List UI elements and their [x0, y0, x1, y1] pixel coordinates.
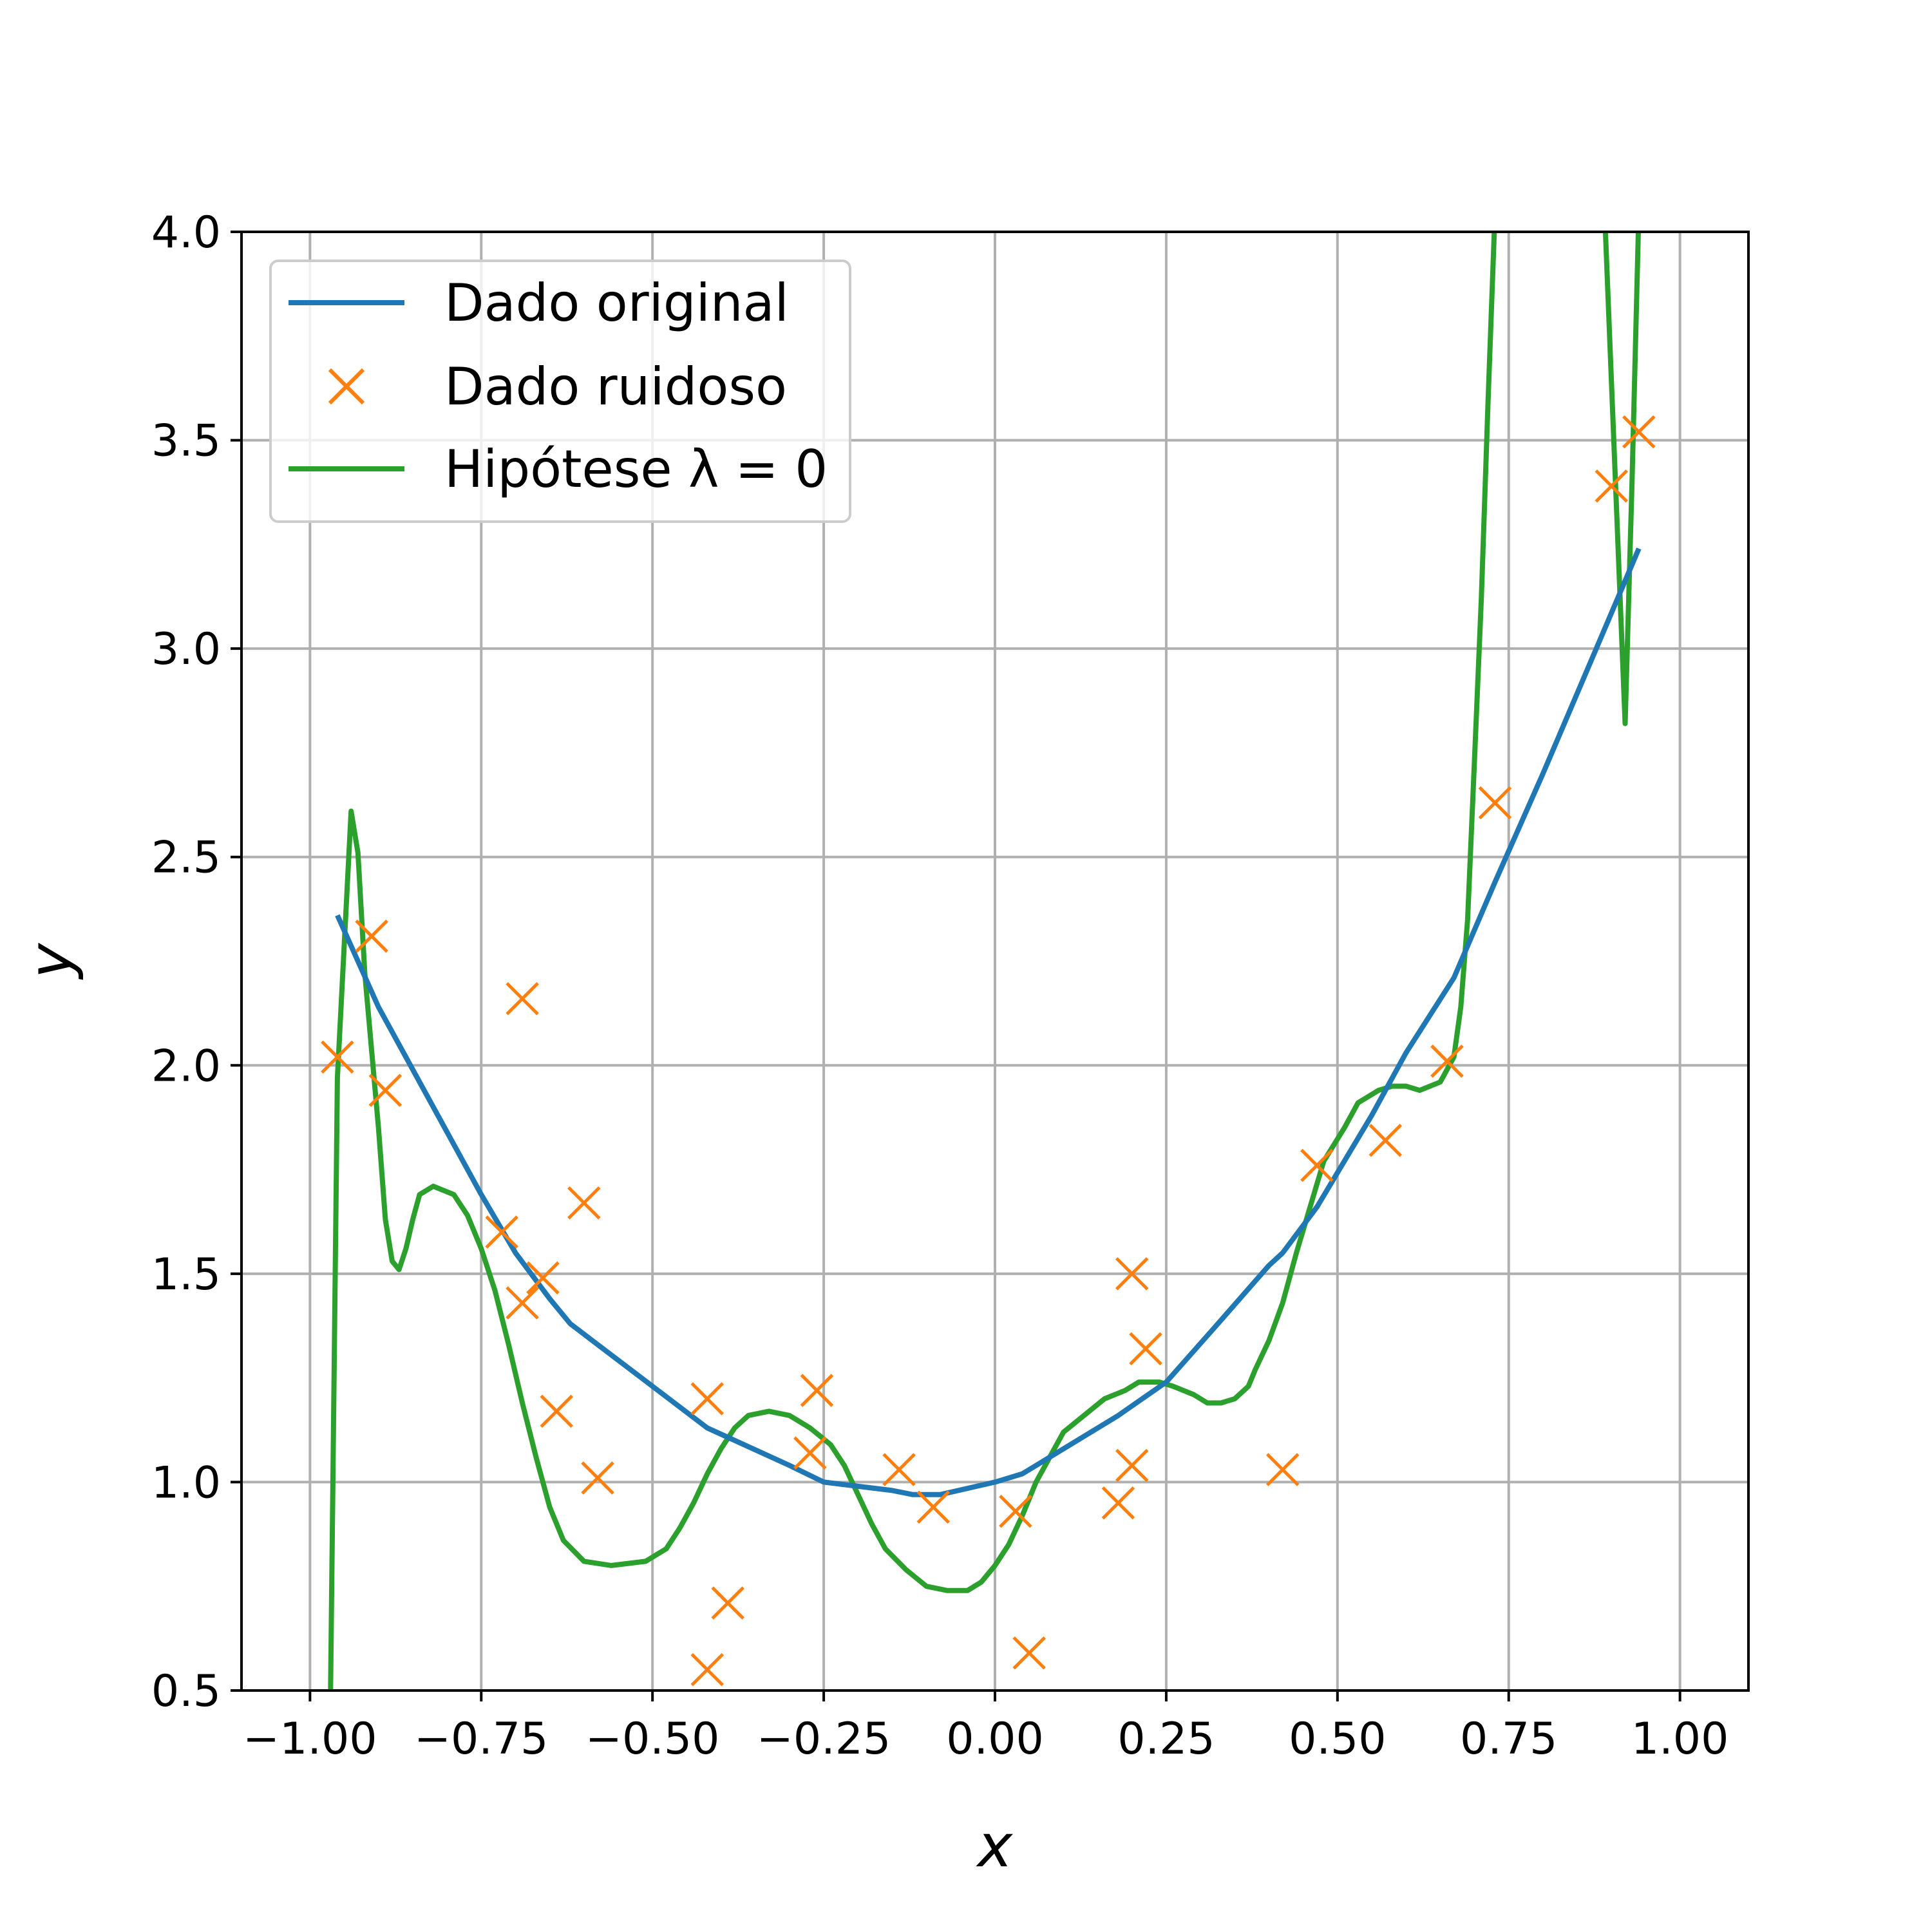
data-point-noisy	[1430, 1045, 1464, 1078]
y-tick-label: 2.0	[151, 1041, 221, 1092]
data-point-noisy	[1478, 786, 1512, 820]
data-point-noisy	[581, 1461, 614, 1495]
data-point-noisy	[1012, 1636, 1046, 1670]
legend-label-hypothesis: Hipótese λ = 0	[444, 439, 828, 499]
data-point-noisy	[690, 1653, 724, 1687]
data-point-noisy	[526, 1261, 560, 1295]
data-point-noisy	[485, 1215, 518, 1249]
data-point-noisy	[1265, 1453, 1300, 1486]
x-tick-label: −0.25	[757, 1714, 891, 1765]
data-point-noisy	[1622, 415, 1656, 449]
data-point-noisy	[1115, 1257, 1149, 1291]
x-tick-label: −1.00	[243, 1714, 377, 1765]
legend-swatch-noisy	[328, 368, 365, 405]
x-tick-label: −0.75	[414, 1714, 548, 1765]
y-tick-label: 3.0	[151, 624, 221, 675]
y-tick-label: 2.5	[151, 833, 221, 884]
data-point-noisy	[916, 1490, 951, 1524]
y-tick-label: 0.5	[151, 1666, 221, 1717]
data-point-noisy	[321, 1040, 354, 1074]
legend-box	[269, 260, 851, 523]
legend-label-original: Dado original	[444, 273, 789, 333]
data-point-noisy	[882, 1453, 916, 1486]
x-tick-label: 0.75	[1460, 1714, 1557, 1765]
y-tick-label: 1.5	[151, 1249, 221, 1300]
x-tick-label: 0.25	[1117, 1714, 1215, 1765]
x-tick-label: 0.50	[1289, 1714, 1386, 1765]
data-point-noisy	[690, 1382, 724, 1416]
data-point-noisy	[368, 1074, 402, 1107]
data-point-noisy	[1300, 1148, 1334, 1182]
data-point-noisy	[1115, 1448, 1149, 1482]
y-tick-label: 1.0	[151, 1457, 221, 1508]
data-point-noisy	[540, 1394, 574, 1428]
data-point-noisy	[355, 919, 388, 953]
data-point-noisy	[999, 1494, 1032, 1528]
data-point-noisy	[793, 1436, 827, 1470]
data-point-noisy	[711, 1586, 744, 1620]
y-tick-label: 4.0	[151, 207, 221, 258]
y-tick-label: 3.5	[151, 416, 221, 467]
data-point-noisy	[506, 1286, 539, 1320]
data-point-noisy	[567, 1186, 601, 1220]
x-tick-label: 0.00	[946, 1714, 1043, 1765]
data-point-noisy	[800, 1374, 834, 1407]
legend-label-noisy: Dado ruidoso	[444, 357, 787, 417]
plot-data	[321, 232, 1656, 1690]
x-tick-label: 1.00	[1631, 1714, 1728, 1765]
data-point-noisy	[1368, 1124, 1403, 1157]
x-tick-label: −0.50	[585, 1714, 719, 1765]
data-point-noisy	[506, 981, 539, 1016]
legend: Dado original Dado ruidoso Hipótese λ = …	[269, 260, 851, 523]
axis-ticks: −1.00 −0.75 −0.50 −0.25 0.00 0.25 0.50 0.75 1.00…	[151, 207, 1728, 1765]
data-point-noisy	[1101, 1486, 1135, 1520]
data-point-noisy	[1595, 469, 1629, 503]
y-axis-label: y	[16, 942, 85, 980]
x-axis-label: x	[976, 1812, 1014, 1880]
data-point-noisy	[1129, 1332, 1162, 1366]
